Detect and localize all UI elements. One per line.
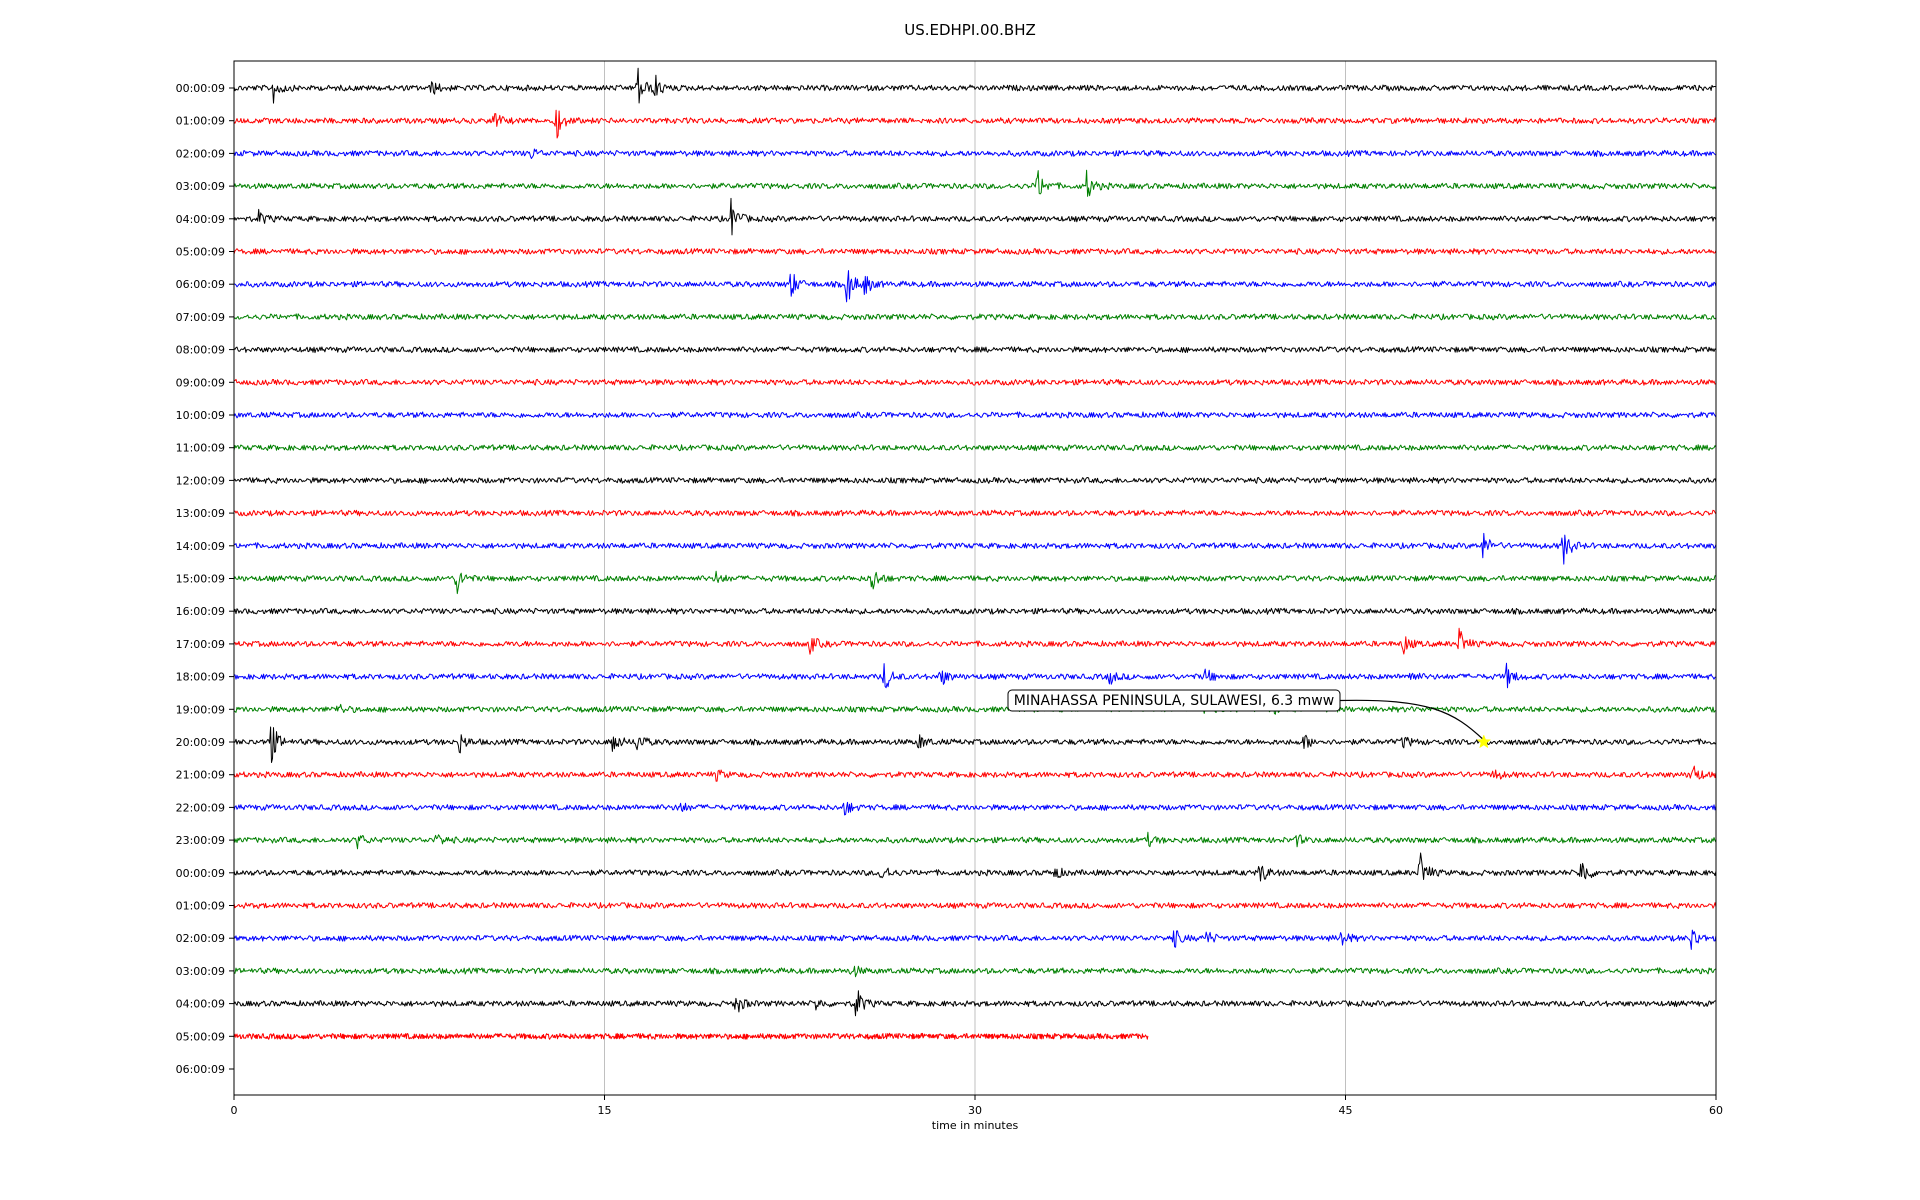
seismic-trace — [233, 532, 1717, 565]
seismic-trace — [233, 696, 1717, 715]
y-tick-label: 03:00:09 — [176, 965, 225, 978]
seismic-trace — [233, 270, 1717, 303]
x-tick-label: 60 — [1709, 1104, 1723, 1117]
y-tick-label: 10:00:09 — [176, 409, 225, 422]
seismic-trace — [233, 67, 1717, 104]
y-tick-label: 12:00:09 — [176, 474, 225, 487]
x-tick-label: 30 — [968, 1104, 982, 1117]
y-tick-label: 02:00:09 — [176, 932, 225, 945]
x-tick-label: 0 — [231, 1104, 238, 1117]
y-tick-label: 09:00:09 — [176, 376, 225, 389]
y-tick-label: 00:00:09 — [176, 867, 225, 880]
y-tick-label: 08:00:09 — [176, 344, 225, 357]
y-tick-label: 22:00:09 — [176, 801, 225, 814]
y-tick-label: 05:00:09 — [176, 246, 225, 259]
y-tick-label: 05:00:09 — [176, 1030, 225, 1043]
seismic-trace — [233, 902, 1717, 909]
y-tick-label: 15:00:09 — [176, 573, 225, 586]
y-tick-label: 04:00:09 — [176, 213, 225, 226]
seismic-trace — [233, 169, 1717, 197]
seismic-trace — [233, 444, 1717, 452]
x-axis-label: time in minutes — [932, 1119, 1019, 1132]
seismic-trace — [233, 965, 1717, 978]
seismic-trace — [233, 990, 1717, 1017]
seismic-trace — [233, 801, 1717, 816]
seismic-trace — [233, 852, 1717, 882]
seismic-trace — [233, 411, 1717, 419]
x-axis: 0 15 30 45 60 — [231, 1095, 1723, 1117]
y-tick-label: 16:00:09 — [176, 605, 225, 618]
y-tick-label: 13:00:09 — [176, 507, 225, 520]
annotation-box — [1007, 689, 1341, 712]
grid-layer — [604, 61, 1346, 1095]
annotation-connector — [1339, 699, 1485, 741]
y-tick-label: 04:00:09 — [176, 998, 225, 1011]
x-tick-label: 45 — [1339, 1104, 1353, 1117]
y-tick-label: 17:00:09 — [176, 638, 225, 651]
y-tick-label: 07:00:09 — [176, 311, 225, 324]
y-axis: 00:00:09 01:00:09 02:00:09 03:00:09 04:00:09… — [176, 82, 234, 1076]
event-annotation: MINAHASSA PENINSULA, SULAWESI, 6.3 mww — [1007, 689, 1492, 749]
y-tick-label: 06:00:09 — [176, 1063, 225, 1076]
seismic-trace — [233, 607, 1717, 615]
event-star-marker — [1476, 734, 1492, 749]
y-tick-label: 01:00:09 — [176, 900, 225, 913]
seismic-trace — [233, 313, 1717, 321]
seismic-trace — [233, 929, 1717, 950]
seismic-trace — [233, 109, 1717, 139]
annotation-text: MINAHASSA PENINSULA, SULAWESI, 6.3 mww — [1014, 693, 1334, 709]
y-tick-label: 19:00:09 — [176, 703, 225, 716]
seismic-trace — [234, 662, 1717, 689]
seismic-trace — [233, 378, 1717, 386]
y-tick-label: 21:00:09 — [176, 769, 225, 782]
seismic-trace — [233, 627, 1717, 655]
y-tick-label: 02:00:09 — [176, 147, 225, 160]
seismic-trace — [233, 197, 1717, 236]
seismic-trace — [233, 765, 1717, 782]
y-tick-label: 11:00:09 — [176, 442, 225, 455]
y-tick-label: 20:00:09 — [176, 736, 225, 749]
y-tick-label: 18:00:09 — [176, 671, 225, 684]
y-tick-label: 06:00:09 — [176, 278, 225, 291]
seismic-trace — [233, 346, 1717, 354]
y-tick-label: 00:00:09 — [176, 82, 225, 95]
chart-title: US.EDHPI.00.BHZ — [904, 21, 1036, 39]
x-tick-label: 15 — [598, 1104, 612, 1117]
y-tick-label: 14:00:09 — [176, 540, 225, 553]
traces-layer — [233, 67, 1717, 1040]
y-tick-label: 23:00:09 — [176, 834, 225, 847]
y-tick-label: 01:00:09 — [176, 115, 225, 128]
seismic-trace — [233, 831, 1717, 850]
seismic-trace — [233, 1032, 1149, 1040]
seismic-trace — [233, 476, 1717, 484]
seismic-trace — [233, 726, 1717, 763]
seismic-trace — [233, 248, 1717, 255]
seismic-trace — [233, 570, 1717, 595]
seismic-trace — [233, 148, 1717, 159]
seismic-trace — [233, 509, 1717, 517]
y-tick-label: 03:00:09 — [176, 180, 225, 193]
